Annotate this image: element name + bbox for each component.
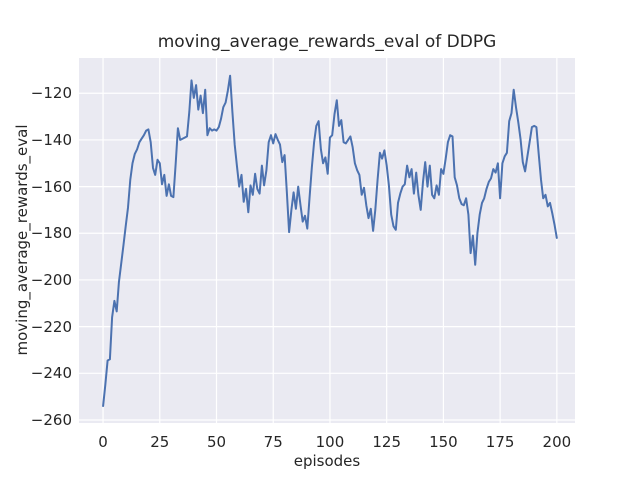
x-tick-label: 100 bbox=[315, 433, 345, 451]
x-tick-label: 150 bbox=[429, 433, 458, 451]
y-tick-label: −180 bbox=[30, 224, 72, 243]
x-tick-label: 200 bbox=[542, 433, 572, 451]
grid-lines bbox=[79, 58, 575, 423]
x-tick-label: 175 bbox=[485, 433, 515, 451]
x-tick-label: 0 bbox=[98, 433, 108, 451]
x-tick-label: 25 bbox=[150, 433, 170, 451]
y-tick-label: −220 bbox=[30, 317, 72, 336]
x-axis-label: episodes bbox=[293, 452, 361, 470]
y-tick-label: −240 bbox=[30, 364, 72, 383]
y-tick-label: −140 bbox=[30, 130, 72, 149]
x-tick-label: 125 bbox=[372, 433, 401, 451]
axes-background bbox=[79, 58, 575, 423]
reward-line-series bbox=[102, 74, 558, 407]
chart-title: moving_average_rewards_eval of DDPG bbox=[157, 32, 497, 52]
x-tick-label: 75 bbox=[263, 433, 283, 451]
x-tick-label: 50 bbox=[206, 433, 227, 451]
y-tick-label: −200 bbox=[30, 270, 72, 289]
y-tick-label: −160 bbox=[30, 177, 72, 196]
y-tick-label: −120 bbox=[30, 84, 72, 103]
y-tick-label: −260 bbox=[30, 410, 72, 429]
